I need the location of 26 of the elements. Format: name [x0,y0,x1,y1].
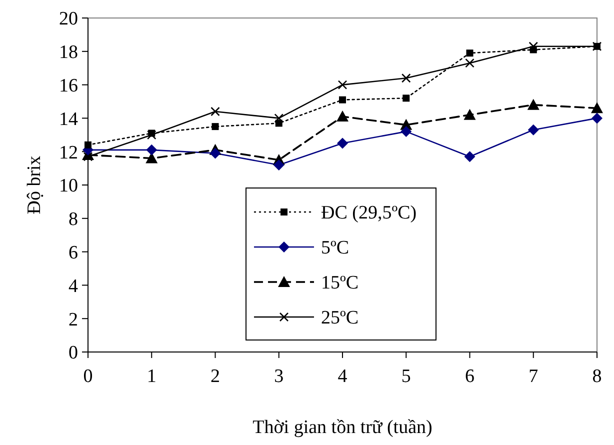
x-tick-label: 7 [528,366,538,387]
x-tick-label: 2 [210,366,220,387]
x-tick-label: 0 [83,366,93,387]
x-tick-label: 1 [146,366,156,387]
y-tick-label: 10 [59,176,78,197]
y-tick-label: 0 [68,342,78,364]
legend-label: ĐC (29,5ºC) [321,202,417,224]
y-tick-label: 18 [59,42,78,64]
y-tick-label: 4 [68,276,78,297]
y-tick-label: 16 [59,75,78,96]
x-axis-title: Thời gian tồn trữ (tuần) [252,417,432,438]
y-axis-title: Độ brix [24,155,45,214]
legend-label: 5ºC [321,238,350,259]
y-tick-label: 20 [59,8,78,30]
x-tick-label: 5 [401,366,411,387]
legend-label: 25ºC [321,308,359,329]
x-tick-label: 6 [465,366,474,387]
y-tick-label: 14 [59,108,78,130]
y-tick-label: 6 [68,242,78,264]
x-tick-label: 4 [338,366,348,387]
legend-label: 15ºC [321,272,359,294]
x-tick-label: 8 [592,366,602,387]
y-tick-label: 8 [68,209,78,230]
y-tick-label: 12 [59,142,78,164]
x-tick-label: 3 [274,366,284,387]
y-tick-label: 2 [68,309,78,330]
